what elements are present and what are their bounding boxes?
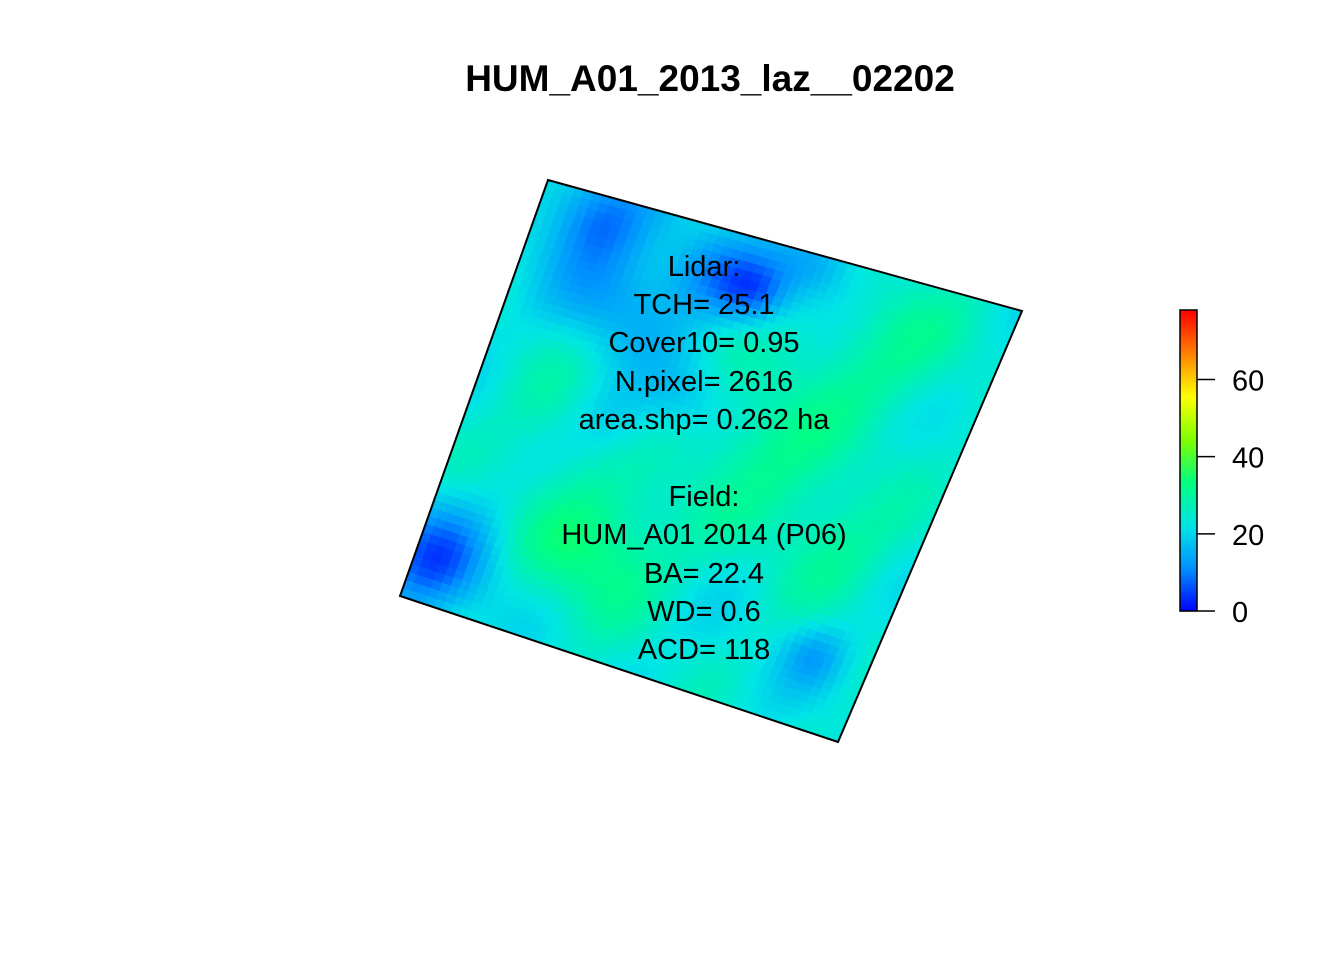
annotation-line: Lidar: xyxy=(668,251,741,283)
annotation-line: Field: xyxy=(669,481,740,513)
annotation-line: area.shp= 0.262 ha xyxy=(579,404,831,436)
annotation-line: N.pixel= 2616 xyxy=(615,366,793,398)
annotation-line: BA= 22.4 xyxy=(644,558,764,590)
colorbar-tick-label: 40 xyxy=(1232,443,1264,475)
annotation-line: WD= 0.6 xyxy=(647,596,761,628)
annotation-line: HUM_A01 2014 (P06) xyxy=(561,519,846,551)
colorbar-tick-label: 20 xyxy=(1232,520,1264,552)
annotation-line: ACD= 118 xyxy=(638,634,770,666)
annotation-line: Cover10= 0.95 xyxy=(608,327,799,359)
colorbar-tick-label: 0 xyxy=(1232,597,1248,629)
chart-title: HUM_A01_2013_laz__02202 xyxy=(465,58,955,99)
canopy-height-raster xyxy=(400,180,1022,742)
colorbar-tick-label: 60 xyxy=(1232,365,1264,397)
annotation-line: TCH= 25.1 xyxy=(633,289,774,321)
colorbar: 0 20 40 60 xyxy=(1179,309,1264,629)
